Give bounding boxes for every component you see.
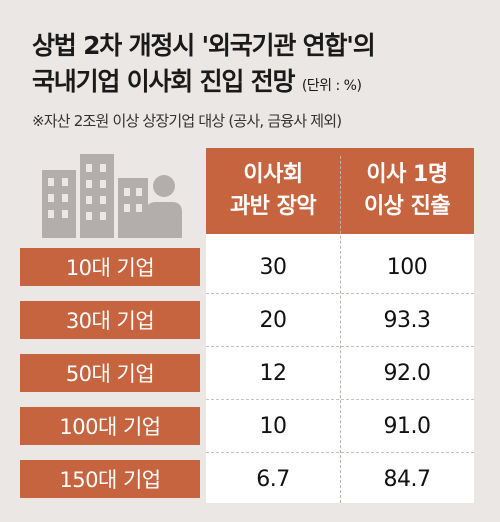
- footnote: ※자산 2조원 이상 상장기업 대상 (공사, 금융사 제외): [32, 112, 342, 130]
- column-header-1-line-2: 과반 장악: [229, 194, 317, 219]
- value-one-director: 92.0: [383, 360, 431, 386]
- value-majority: 6.7: [256, 466, 290, 492]
- value-one-director: 91.0: [383, 413, 431, 439]
- unit-label: (단위 : %): [301, 78, 362, 94]
- column-header-2-line-1: 이사 1명: [366, 162, 448, 187]
- buildings-and-person-icon: [42, 154, 182, 238]
- value-majority: 20: [259, 307, 288, 333]
- column-divider: [340, 156, 341, 503]
- column-header-2-line-2: 이상 진출: [363, 194, 451, 219]
- value-majority: 12: [259, 360, 288, 386]
- value-one-director: 84.7: [383, 466, 431, 492]
- title-line-1: 상법 2차 개정시 '외국기관 연합'의: [32, 31, 376, 60]
- value-majority: 30: [259, 254, 288, 280]
- row-label: 150대 기업: [20, 460, 200, 498]
- row-label: 10대 기업: [20, 248, 200, 286]
- value-majority: 10: [259, 413, 288, 439]
- row-label: 30대 기업: [20, 301, 200, 339]
- chart-title: 상법 2차 개정시 '외국기관 연합'의 국내기업 이사회 진입 전망 (단위 …: [32, 28, 376, 104]
- column-header-one-director: 이사 1명 이상 진출: [340, 148, 474, 234]
- title-line-2-text: 국내기업 이사회 진입 전망: [32, 67, 296, 96]
- row-label: 100대 기업: [20, 407, 200, 445]
- row-label: 50대 기업: [20, 354, 200, 392]
- title-line-2: 국내기업 이사회 진입 전망 (단위 : %): [32, 64, 375, 104]
- value-one-director: 93.3: [383, 307, 431, 333]
- value-one-director: 100: [386, 254, 428, 280]
- column-header-1-line-1: 이사회: [243, 162, 303, 187]
- column-header-majority: 이사회 과반 장악: [206, 148, 340, 234]
